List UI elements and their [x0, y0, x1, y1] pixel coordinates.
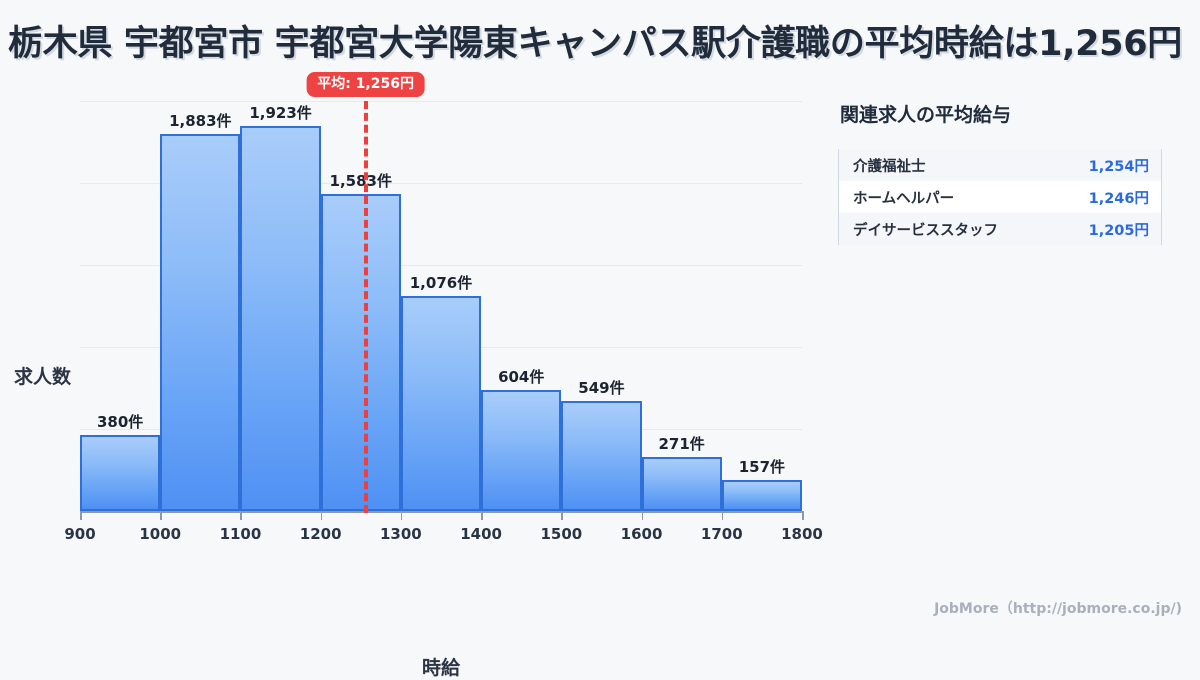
- x-axis-tick-label: 1100: [219, 525, 262, 543]
- histogram-bar: [561, 401, 642, 511]
- x-axis-tick-label: 1500: [540, 525, 583, 543]
- x-axis-tick: [641, 511, 644, 520]
- related-jobs-panel: 関連求人の平均給与 介護福祉士 1,254円ホームヘルパー 1,246円デイサービス…: [838, 100, 1162, 245]
- infographic-page: 栃木県 宇都宮市 宇都宮大学陽東キャンパス駅介護職の平均時給は1,256円 求人…: [0, 24, 1183, 679]
- page-title: 栃木県 宇都宮市 宇都宮大学陽東キャンパス駅介護職の平均時給は1,256円: [8, 24, 1182, 64]
- x-axis-tick: [802, 511, 804, 520]
- x-axis-tick-label: 1600: [620, 525, 663, 543]
- related-job-row: ホームヘルパー 1,246円: [839, 181, 1161, 213]
- x-axis-tick: [240, 511, 242, 520]
- histogram-bar: [320, 194, 401, 511]
- bar-value-label: 604件: [498, 368, 545, 387]
- average-marker-line: [363, 101, 368, 513]
- related-job-row: 介護福祉士 1,254円: [839, 149, 1161, 181]
- plot-area: [80, 101, 802, 511]
- bar-value-label: 1,583件: [329, 172, 392, 191]
- x-axis-title: 時給: [421, 657, 460, 679]
- footer-attribution: JobMore（http://jobmore.co.jp/): [934, 601, 1182, 617]
- x-axis-tick: [481, 511, 483, 520]
- x-axis-tick: [721, 511, 724, 520]
- x-axis-tick-label: 900: [64, 525, 96, 543]
- bar-value-label: 1,076件: [409, 273, 473, 292]
- histogram-bar: [160, 134, 241, 511]
- bar-value-label: 157件: [738, 457, 786, 476]
- x-axis-tick-label: 1000: [139, 525, 182, 543]
- x-axis-tick: [80, 511, 82, 520]
- histogram-bar: [641, 456, 722, 511]
- related-job-wage: 1,205円: [1088, 222, 1149, 239]
- related-jobs-table: 介護福祉士 1,254円ホームヘルパー 1,246円デイサービススタッフ 1,205円: [838, 149, 1162, 245]
- x-axis-tick-label: 1300: [380, 525, 422, 543]
- x-axis-tick-label: 1400: [460, 525, 502, 543]
- hourly-wage-histogram: 求人数 時給 380件 1,883件 1,923件 1,583件 1,076件 604件 5…: [0, 72, 830, 679]
- histogram-bar: [400, 295, 482, 511]
- x-axis-tick: [160, 511, 162, 520]
- histogram-bar: [240, 126, 321, 511]
- related-job-name: デイサービススタッフ: [853, 222, 998, 239]
- bar-value-label: 1,883件: [169, 112, 232, 131]
- x-axis-tick-label: 1700: [700, 525, 743, 543]
- related-jobs-title: 関連求人の平均給与: [840, 104, 1012, 126]
- average-badge: 平均: 1,256円: [306, 72, 425, 97]
- related-job-name: 介護福祉士: [853, 158, 926, 175]
- x-axis-tick: [400, 511, 403, 520]
- gridline: [80, 183, 802, 184]
- x-axis-tick: [320, 511, 323, 520]
- histogram-bar: [721, 479, 802, 511]
- related-job-wage: 1,254円: [1088, 158, 1149, 175]
- histogram-bar: [481, 390, 562, 511]
- x-axis-tick-label: 1800: [781, 525, 823, 543]
- bar-value-label: 380件: [96, 413, 144, 431]
- histogram-bar: [80, 435, 161, 511]
- x-axis-line: [80, 511, 802, 513]
- bar-value-label: 271件: [658, 434, 705, 453]
- gridline: [80, 101, 802, 102]
- bar-value-label: 549件: [578, 379, 625, 398]
- related-job-name: ホームヘルパー: [853, 190, 955, 207]
- gridline: [80, 265, 802, 266]
- bar-value-label: 1,923件: [249, 104, 312, 123]
- x-axis-tick: [561, 511, 563, 520]
- related-job-row: デイサービススタッフ 1,205円: [839, 213, 1161, 245]
- x-axis-tick-label: 1200: [299, 525, 342, 543]
- y-axis-title: 求人数: [14, 366, 72, 388]
- related-job-wage: 1,246円: [1088, 190, 1149, 207]
